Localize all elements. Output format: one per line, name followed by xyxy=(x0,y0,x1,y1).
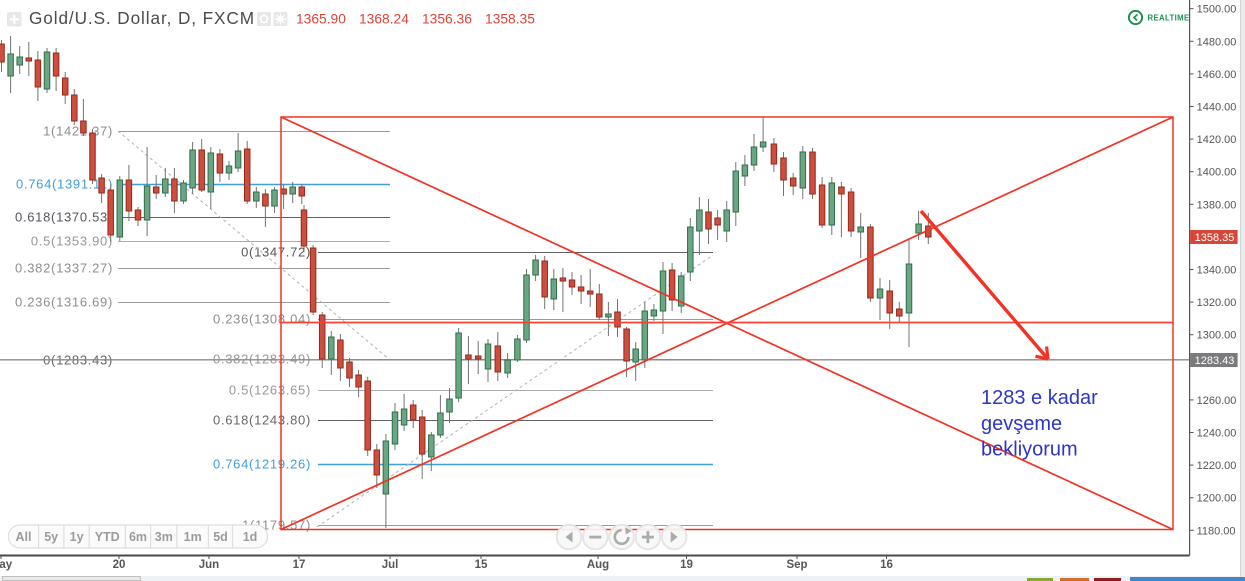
svg-text:15: 15 xyxy=(475,559,488,571)
svg-text:1d: 1d xyxy=(243,530,258,544)
svg-text:1420.00: 1420.00 xyxy=(1197,134,1237,146)
svg-text:0.236(1316.69): 0.236(1316.69) xyxy=(15,295,113,310)
svg-text:0.382(1337.27): 0.382(1337.27) xyxy=(15,261,113,276)
svg-text:1358.35: 1358.35 xyxy=(485,12,535,27)
svg-text:3m: 3m xyxy=(155,530,173,544)
svg-text:May: May xyxy=(0,559,13,571)
svg-text:1y: 1y xyxy=(70,530,84,544)
svg-text:1m: 1m xyxy=(184,530,202,544)
svg-text:Aug: Aug xyxy=(587,559,609,571)
svg-text:Gold/U.S. Dollar, D, FXCM: Gold/U.S. Dollar, D, FXCM xyxy=(29,8,255,28)
svg-text:1365.90: 1365.90 xyxy=(296,12,346,27)
svg-text:1320.00: 1320.00 xyxy=(1197,297,1237,309)
svg-text:1340.00: 1340.00 xyxy=(1197,265,1237,277)
svg-text:1480.00: 1480.00 xyxy=(1197,36,1237,48)
svg-text:0.236(1308.04): 0.236(1308.04) xyxy=(213,312,311,327)
svg-text:REALTIME: REALTIME xyxy=(1148,14,1190,23)
svg-text:0(1347.72): 0(1347.72) xyxy=(241,245,311,260)
svg-text:1368.24: 1368.24 xyxy=(359,12,409,27)
svg-text:19: 19 xyxy=(680,559,693,571)
svg-text:1220.00: 1220.00 xyxy=(1197,460,1237,472)
svg-text:1500.00: 1500.00 xyxy=(1197,4,1237,16)
svg-text:Jun: Jun xyxy=(199,559,219,571)
svg-text:5y: 5y xyxy=(44,530,58,544)
svg-text:1356.36: 1356.36 xyxy=(422,12,472,27)
svg-text:0.764(1219.26): 0.764(1219.26) xyxy=(213,457,311,472)
svg-text:1460.00: 1460.00 xyxy=(1197,69,1237,81)
svg-text:0.5(1263.65): 0.5(1263.65) xyxy=(229,383,311,398)
svg-text:1440.00: 1440.00 xyxy=(1197,102,1237,114)
svg-text:1(1421.37): 1(1421.37) xyxy=(43,124,113,139)
svg-text:0.764(1391.11): 0.764(1391.11) xyxy=(16,177,113,192)
svg-text:1240.00: 1240.00 xyxy=(1197,428,1237,440)
svg-text:1380.00: 1380.00 xyxy=(1197,199,1237,211)
svg-text:All: All xyxy=(16,530,32,544)
svg-text:YTD: YTD xyxy=(95,530,120,544)
svg-text:0.5(1353.90): 0.5(1353.90) xyxy=(31,234,113,249)
svg-text:Sep: Sep xyxy=(786,559,807,571)
svg-text:1300.00: 1300.00 xyxy=(1197,330,1237,342)
svg-text:1283.43: 1283.43 xyxy=(1195,355,1235,367)
svg-text:20: 20 xyxy=(113,559,126,571)
svg-text:1358.35: 1358.35 xyxy=(1195,232,1235,244)
svg-text:0.618(1370.53): 0.618(1370.53) xyxy=(15,210,113,225)
svg-text:1200.00: 1200.00 xyxy=(1197,493,1237,505)
svg-text:5d: 5d xyxy=(213,530,228,544)
svg-text:16: 16 xyxy=(880,559,893,571)
svg-text:17: 17 xyxy=(293,559,306,571)
svg-text:1180.00: 1180.00 xyxy=(1197,525,1236,537)
svg-text:Jul: Jul xyxy=(382,559,399,571)
svg-text:1400.00: 1400.00 xyxy=(1197,167,1237,179)
svg-text:6m: 6m xyxy=(129,530,147,544)
svg-text:0.618(1243.80): 0.618(1243.80) xyxy=(213,413,311,428)
svg-text:1260.00: 1260.00 xyxy=(1197,395,1237,407)
